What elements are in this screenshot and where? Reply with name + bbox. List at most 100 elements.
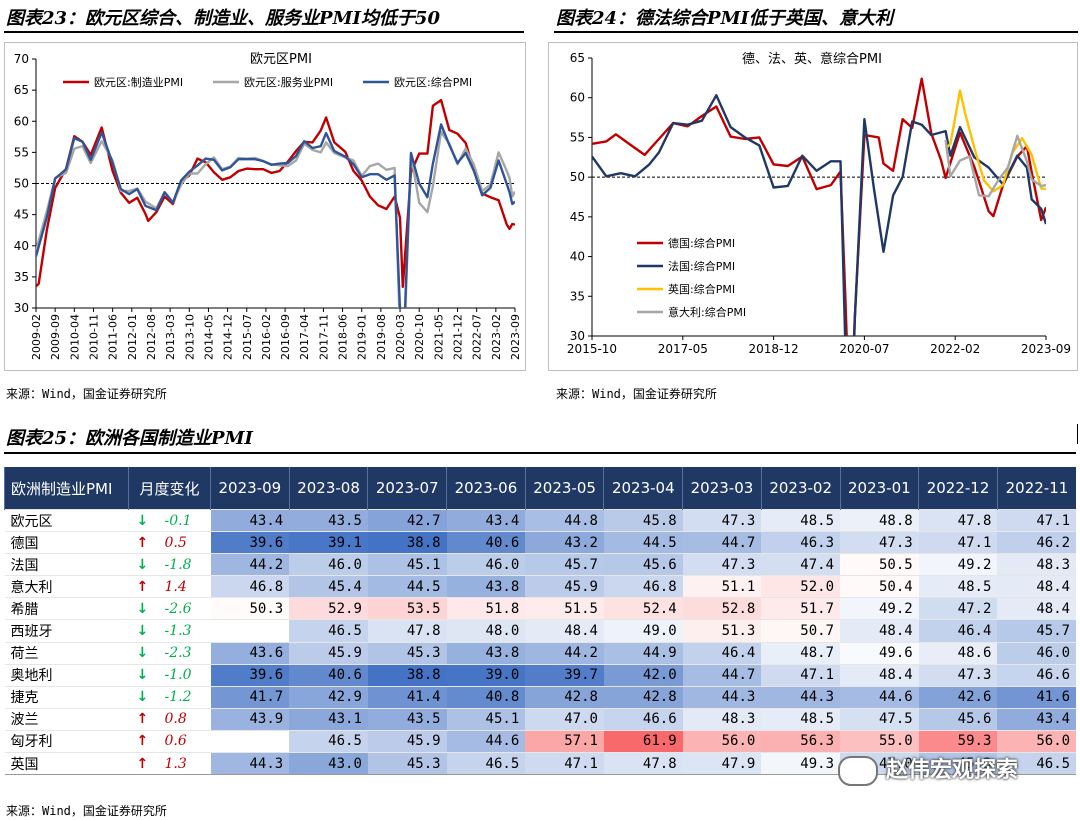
- fig23-x-tick-label: 2021-05: [432, 314, 445, 360]
- fig23-x-tick-label: 2021-12: [452, 314, 465, 360]
- change-value: -2.6: [164, 600, 192, 617]
- fig23-x-tick-label: 2020-10: [413, 314, 426, 360]
- change-cell: ↓ -1.0: [128, 663, 211, 687]
- fig23-y-tick-label: 60: [14, 114, 29, 128]
- pmi-value-cell: 39.1: [289, 531, 368, 554]
- fig24-y-tick-label: 65: [570, 51, 585, 65]
- table-row: 荷兰 ↓ -2.3 43.6 45.9 45.3 43.8 44.2 44.9 46.4 48.7 4…: [4, 641, 1077, 665]
- fig23-title-rule: [4, 31, 524, 33]
- pmi-value-cell: 42.6: [918, 685, 998, 709]
- pmi-value-cell: 47.3: [682, 553, 762, 576]
- fig24-y-tick-label: 55: [570, 130, 585, 144]
- fig24-legend-3-label: 英国:综合PMI: [668, 282, 735, 296]
- fig24-y-tick-label: 60: [570, 91, 585, 105]
- pmi-value-cell: 47.4: [761, 553, 840, 576]
- table-row: 欧元区 ↓ -0.1 43.4 43.5 42.7 43.4 44.8 45.8 47.3 48.5…: [4, 508, 1077, 532]
- pmi-value-cell: 46.5: [446, 752, 526, 776]
- column-header-change: 月度变化: [128, 467, 211, 510]
- fig23-x-tick-label: 2022-07: [471, 314, 484, 360]
- pmi-value-cell: 49.0: [603, 619, 683, 643]
- fig24-series-1-line: [592, 77, 1046, 336]
- country-cell: 欧元区: [4, 508, 129, 532]
- column-header-month: 2023-04: [603, 467, 683, 510]
- fig24-y-tick-label: 30: [570, 329, 585, 343]
- change-cell: ↑ 0.6: [128, 729, 211, 753]
- fig24-series-4-line: [944, 134, 1046, 198]
- pmi-value-cell: 51.5: [525, 597, 604, 620]
- pmi-value-cell: 43.1: [289, 707, 368, 731]
- pmi-value-cell: 46.5: [289, 619, 368, 643]
- pmi-value-cell: 46.8: [603, 575, 683, 598]
- fig23-title: 图表23：欧元区综合、制造业、服务业PMI均低于50: [6, 8, 440, 29]
- column-header-month: 2023-07: [367, 467, 447, 510]
- pmi-value-cell: 43.2: [525, 531, 604, 554]
- pmi-value-cell: 47.3: [918, 663, 998, 687]
- pmi-value-cell: 45.1: [446, 707, 526, 731]
- pmi-value-cell: 45.7: [997, 619, 1077, 643]
- fig23-y-tick-label: 70: [14, 52, 29, 66]
- arrow-up-icon: ↑: [136, 755, 149, 772]
- pmi-value-cell: 46.2: [997, 531, 1077, 554]
- pmi-value-cell: 44.6: [446, 729, 526, 753]
- pmi-value-cell: 44.5: [367, 575, 447, 598]
- fig23-series-group: [36, 98, 515, 308]
- fig23-chart: 30 35 40 45 50 55 60 65 70 2009-02 2009-09 2010-04 2…: [14, 52, 522, 360]
- pmi-value-cell: 46.4: [918, 619, 998, 643]
- pmi-value-cell: 45.9: [289, 641, 368, 665]
- pmi-value-cell: 48.7: [761, 641, 840, 665]
- change-cell: ↓ -2.3: [128, 641, 211, 665]
- pmi-value-cell: 45.8: [603, 508, 683, 532]
- change-value: -1.0: [164, 667, 192, 684]
- pmi-value-cell: 44.8: [525, 508, 604, 532]
- pmi-value-cell: 45.9: [525, 575, 604, 598]
- fig23-y-tick-label: 45: [14, 208, 29, 222]
- pmi-value-cell: 47.1: [997, 508, 1077, 532]
- pmi-value-cell: 47.3: [682, 508, 762, 532]
- pmi-value-cell: 43.9: [210, 707, 290, 731]
- arrow-down-icon: ↓: [136, 667, 149, 684]
- fig23-y-tick-label: 40: [14, 239, 29, 253]
- country-cell: 英国: [4, 752, 129, 776]
- fig24-x-tick-label: 2023-09: [1021, 342, 1071, 356]
- pmi-value-cell: 45.3: [367, 641, 447, 665]
- pmi-value-cell: 48.5: [918, 575, 998, 598]
- pmi-value-cell: 41.7: [210, 685, 290, 709]
- pmi-value-cell: 42.0: [603, 663, 683, 687]
- fig24-chart-panel: 30 35 40 45 50 55 60 65 2015-10 2017-05 2018-12 202…: [548, 42, 1078, 371]
- table-row: 波兰 ↑ 0.8 43.9 43.1 43.5 45.1 47.0 46.6 48.3 48.5 47…: [4, 707, 1077, 731]
- pmi-value-cell: 45.3: [918, 752, 998, 776]
- pmi-value-cell: 57.1: [525, 729, 604, 753]
- fig23-x-tick-label: 2017-11: [317, 314, 330, 360]
- pmi-value-cell: 43.4: [446, 508, 526, 532]
- pmi-value-cell: 44.7: [682, 531, 762, 554]
- fig23-x-tick-label: 2016-09: [279, 314, 292, 360]
- pmi-value-cell: 51.7: [761, 597, 840, 620]
- watermark-text: 赵伟宏观探索: [886, 758, 1019, 783]
- fig23-x-tick-label: 2013-10: [183, 314, 196, 360]
- change-cell: ↓ -1.3: [128, 619, 211, 643]
- pmi-value-cell: 41.4: [367, 685, 447, 709]
- change-value: 1.4: [164, 578, 187, 595]
- pmi-value-cell: 46.8: [210, 575, 290, 598]
- pmi-value-cell: 41.6: [997, 685, 1077, 709]
- pmi-value-cell: 47.8: [918, 508, 998, 532]
- pmi-value-cell: 46.6: [997, 663, 1077, 687]
- pmi-value-cell: 47.5: [840, 707, 919, 731]
- fig23-x-tick-label: 2012-08: [145, 314, 158, 360]
- fig24-x-tick-label: 2017-05: [658, 342, 708, 356]
- fig24-y-tick-label: 35: [570, 289, 585, 303]
- fig23-x-tick-label: 2013-03: [164, 314, 177, 360]
- fig24-series-group: [592, 77, 1046, 336]
- pmi-value-cell: 50.4: [840, 575, 919, 598]
- pmi-value-cell: 46.6: [603, 707, 683, 731]
- pmi-value-cell: 44.7: [682, 663, 762, 687]
- change-cell: ↑ 1.3: [128, 752, 211, 776]
- pmi-value-cell: 47.3: [840, 531, 919, 554]
- arrow-down-icon: ↓: [136, 600, 149, 617]
- change-cell: ↓ -2.6: [128, 597, 211, 620]
- arrow-down-icon: ↓: [136, 512, 149, 529]
- pmi-value-cell: [210, 729, 290, 753]
- pmi-value-cell: 43.8: [446, 575, 526, 598]
- pmi-value-cell: 47.8: [367, 619, 447, 643]
- column-header-month: 2022-12: [918, 467, 998, 510]
